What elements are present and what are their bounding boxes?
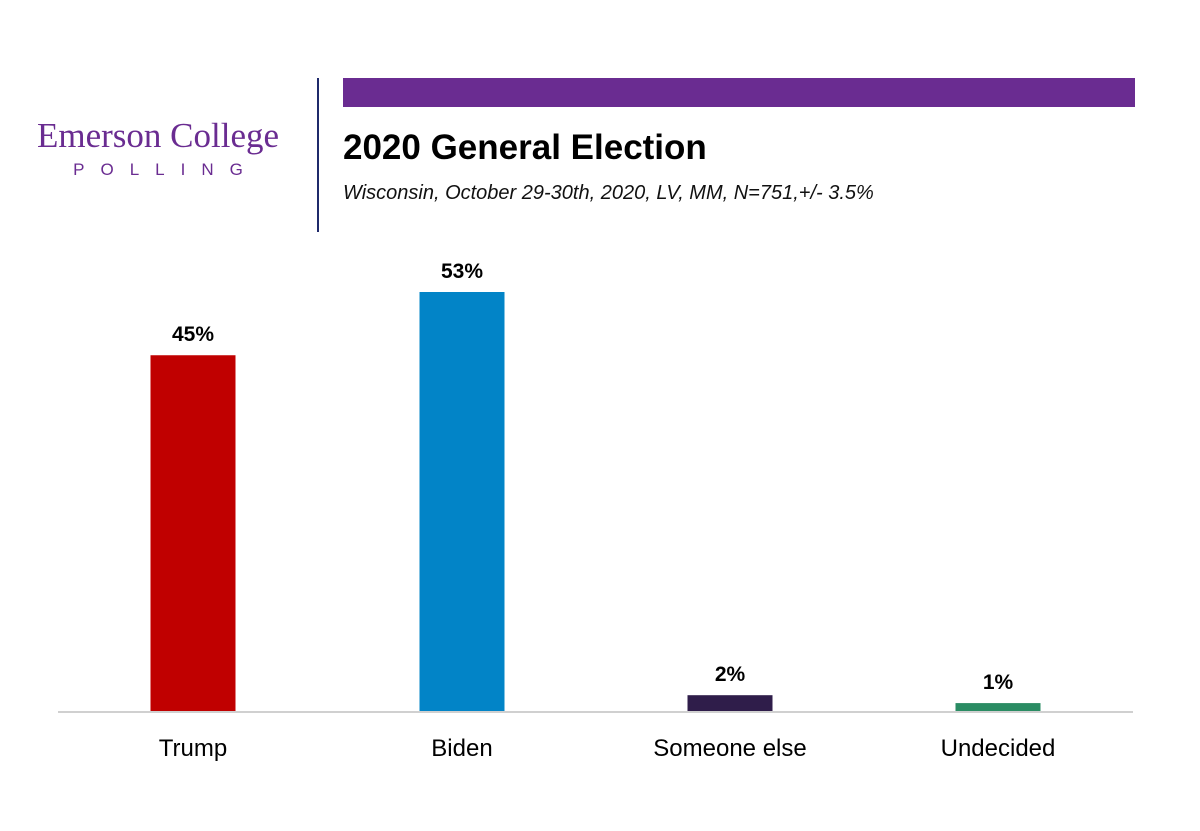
category-label: Someone else — [653, 735, 806, 762]
bar-trump — [150, 355, 236, 711]
category-label: Undecided — [941, 735, 1056, 762]
data-label: 1% — [983, 671, 1014, 694]
logo-tagline: POLLING — [73, 160, 259, 179]
chart-title: 2020 General Election — [343, 128, 707, 167]
bar-someone-else — [687, 695, 773, 711]
bar-biden — [419, 292, 505, 711]
category-label: Trump — [159, 735, 227, 762]
chart-subtitle: Wisconsin, October 29-30th, 2020, LV, MM… — [343, 182, 874, 204]
category-label: Biden — [431, 735, 492, 762]
data-label: 45% — [172, 323, 214, 346]
data-label: 53% — [441, 260, 483, 283]
logo-name: Emerson College — [36, 116, 280, 155]
bar-undecided — [955, 703, 1041, 711]
data-label: 2% — [715, 663, 746, 686]
header-divider — [317, 78, 319, 232]
accent-bar — [343, 78, 1135, 107]
